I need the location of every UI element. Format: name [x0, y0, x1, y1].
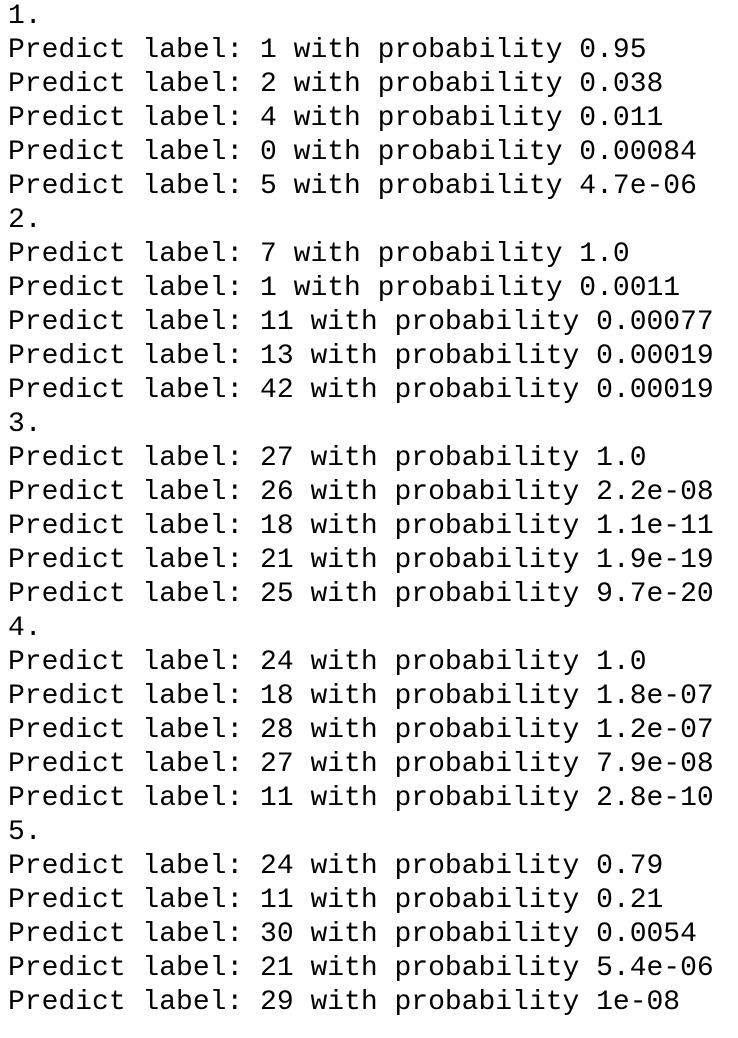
prediction-line: Predict label: 28 with probability 1.2e-… [8, 715, 714, 746]
prediction-line: Predict label: 30 with probability 0.005… [8, 919, 697, 950]
block-heading: 2. [8, 205, 42, 236]
prediction-line: Predict label: 26 with probability 2.2e-… [8, 477, 714, 508]
block-heading: 5. [8, 817, 42, 848]
prediction-line: Predict label: 21 with probability 1.9e-… [8, 545, 714, 576]
prediction-line: Predict label: 42 with probability 0.000… [8, 375, 714, 406]
prediction-line: Predict label: 5 with probability 4.7e-0… [8, 171, 697, 202]
block-heading: 4. [8, 613, 42, 644]
prediction-line: Predict label: 27 with probability 1.0 [8, 443, 647, 474]
prediction-line: Predict label: 18 with probability 1.8e-… [8, 681, 714, 712]
prediction-line: Predict label: 4 with probability 0.011 [8, 103, 664, 134]
prediction-line: Predict label: 11 with probability 0.000… [8, 307, 714, 338]
block-heading: 1. [8, 1, 42, 32]
prediction-line: Predict label: 11 with probability 0.21 [8, 885, 664, 916]
prediction-line: Predict label: 21 with probability 5.4e-… [8, 953, 714, 984]
prediction-line: Predict label: 24 with probability 1.0 [8, 647, 647, 678]
prediction-line: Predict label: 0 with probability 0.0008… [8, 137, 697, 168]
prediction-line: Predict label: 27 with probability 7.9e-… [8, 749, 714, 780]
prediction-line: Predict label: 1 with probability 0.95 [8, 35, 647, 66]
prediction-line: Predict label: 29 with probability 1e-08 [8, 987, 681, 1018]
prediction-line: Predict label: 24 with probability 0.79 [8, 851, 664, 882]
prediction-line: Predict label: 1 with probability 0.0011 [8, 273, 681, 304]
prediction-line: Predict label: 7 with probability 1.0 [8, 239, 630, 270]
block-heading: 3. [8, 409, 42, 440]
prediction-line: Predict label: 11 with probability 2.8e-… [8, 783, 714, 814]
prediction-line: Predict label: 2 with probability 0.038 [8, 69, 664, 100]
prediction-line: Predict label: 25 with probability 9.7e-… [8, 579, 714, 610]
prediction-line: Predict label: 13 with probability 0.000… [8, 341, 714, 372]
prediction-line: Predict label: 18 with probability 1.1e-… [8, 511, 714, 542]
